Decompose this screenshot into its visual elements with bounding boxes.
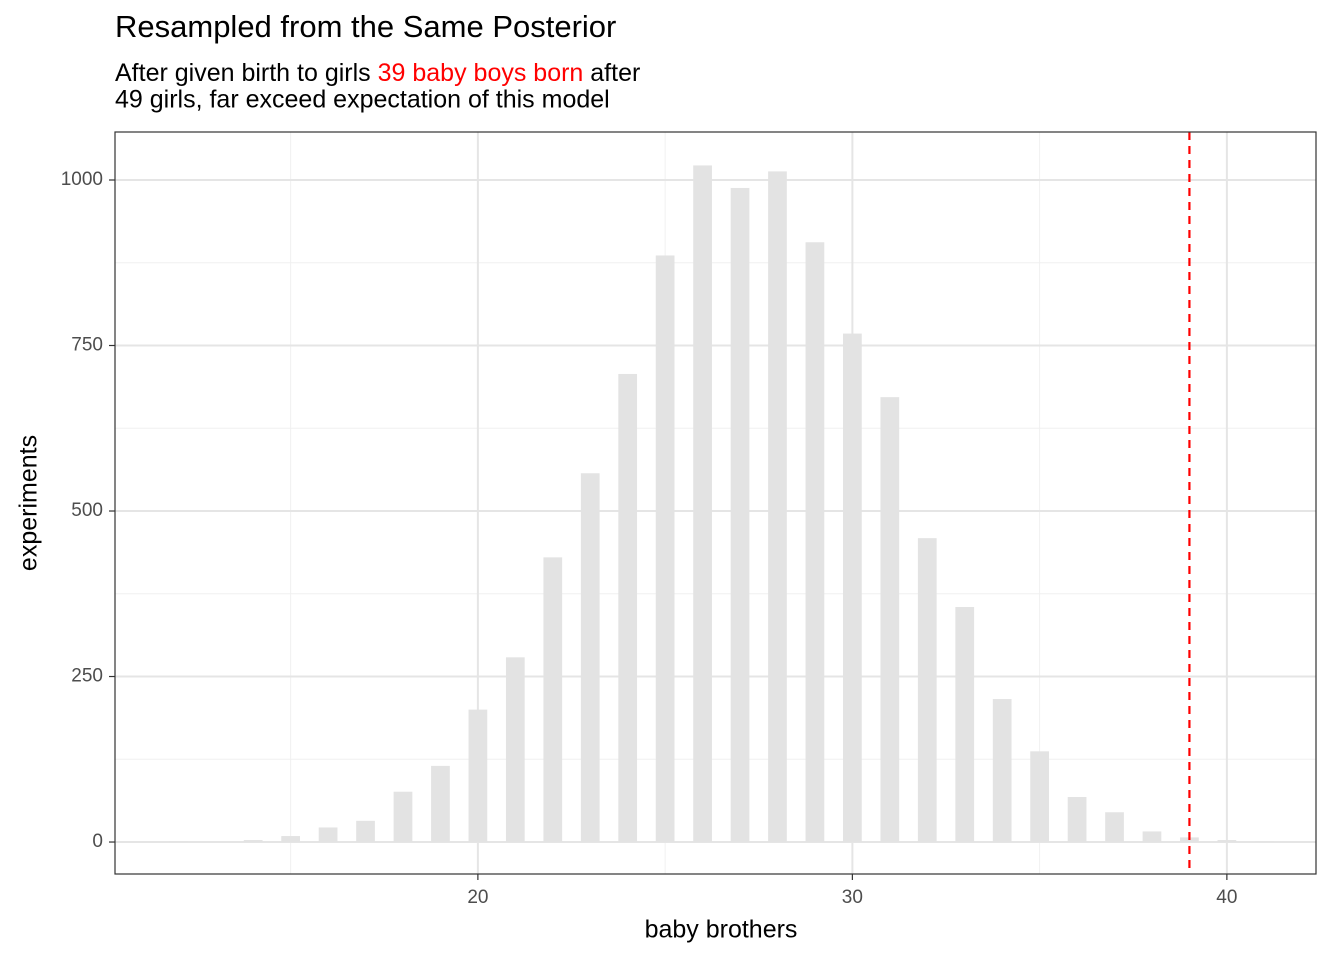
bar <box>356 820 375 843</box>
bar <box>431 765 450 843</box>
y-tick-label: 0 <box>92 831 103 852</box>
y-tick-label: 750 <box>71 335 103 356</box>
x-tick-label: 20 <box>467 887 488 908</box>
bar <box>580 473 600 843</box>
subtitle-highlight: 39 baby boys born <box>378 59 584 87</box>
bar <box>1217 840 1237 843</box>
x-tick-label: 30 <box>842 887 863 908</box>
x-axis-label: baby brothers <box>645 916 798 944</box>
bar <box>730 187 750 843</box>
bar <box>1030 751 1049 843</box>
chart-title: Resampled from the Same Posterior <box>115 9 616 44</box>
bar <box>880 397 900 843</box>
y-tick-label: 1000 <box>61 169 103 190</box>
bar <box>843 333 862 843</box>
bar <box>805 242 825 843</box>
subtitle: 49 girls, far exceed expectation of this… <box>115 86 610 114</box>
bar <box>992 699 1012 843</box>
bar <box>543 557 563 843</box>
bar <box>505 657 525 843</box>
x-tick-label: 40 <box>1216 887 1237 908</box>
bar <box>393 791 413 843</box>
bar <box>655 255 675 843</box>
bar <box>1105 812 1124 843</box>
bar <box>468 709 488 843</box>
bar <box>243 840 263 843</box>
bar <box>693 165 712 843</box>
bar <box>318 827 338 843</box>
bar <box>955 607 975 843</box>
subtitle-part: after <box>583 59 640 87</box>
plot-border <box>114 131 1317 875</box>
subtitle: After given birth to girls 39 baby boys … <box>115 59 640 87</box>
plot-area: 0 250 500 750 1000 20 30 40 <box>61 131 1317 908</box>
bar <box>1067 797 1087 843</box>
y-tick-label: 500 <box>71 500 103 521</box>
bar <box>281 836 300 843</box>
bar <box>1142 831 1162 843</box>
bar <box>168 841 188 843</box>
bar <box>618 373 638 843</box>
y-axis-label: experiments <box>15 435 43 571</box>
y-tick-label: 250 <box>71 666 103 687</box>
bar <box>768 171 787 843</box>
bar <box>917 538 937 843</box>
bar <box>1254 841 1274 843</box>
subtitle-part: After given birth to girls <box>115 59 378 87</box>
